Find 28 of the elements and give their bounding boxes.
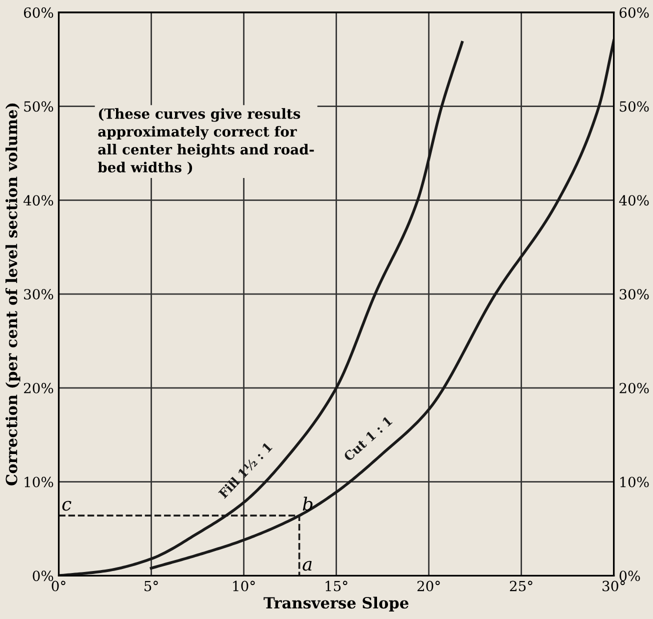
y-tick-label: 20% — [24, 382, 54, 394]
x-tick-label: 0° — [52, 580, 66, 592]
y2-tick-label: 40% — [619, 195, 649, 206]
annotation: (These curves give results approximately correct for all center heights and road- bed widths ) — [98, 108, 314, 174]
data-label: c — [62, 500, 72, 511]
y-tick-label: 50% — [24, 101, 54, 112]
x-axis-title: Transverse Slope — [264, 596, 408, 612]
y-tick-label: 40% — [23, 195, 54, 206]
x-tick-label: 15° — [326, 580, 348, 592]
y-axis-title: Correction (per cent of level section volume) — [5, 103, 20, 486]
y2-tick-label: 10% — [620, 476, 649, 488]
y2-tick-label: 30% — [620, 288, 649, 300]
y2-tick-label: 50% — [620, 101, 649, 112]
data-label: a — [302, 560, 312, 571]
y-tick-label: 30% — [24, 288, 54, 300]
x-tick-label: 20° — [417, 580, 440, 592]
y2-tick-label: 0% — [620, 570, 640, 582]
x-tick-label: 10° — [233, 580, 255, 592]
y2-tick-label: 60% — [620, 7, 649, 18]
data-label: b — [302, 496, 312, 511]
x-tick-label: 30° — [602, 580, 625, 592]
y2-tick-label: 20% — [620, 382, 649, 394]
y-tick-label: 60% — [24, 7, 54, 18]
x-tick-label: 25° — [510, 580, 532, 592]
text: Cut 1 : 1 — [342, 416, 393, 462]
y-tick-label: 10% — [24, 476, 54, 488]
y-tick-label: 0% — [32, 570, 54, 582]
x-tick-label: 5° — [144, 580, 158, 592]
